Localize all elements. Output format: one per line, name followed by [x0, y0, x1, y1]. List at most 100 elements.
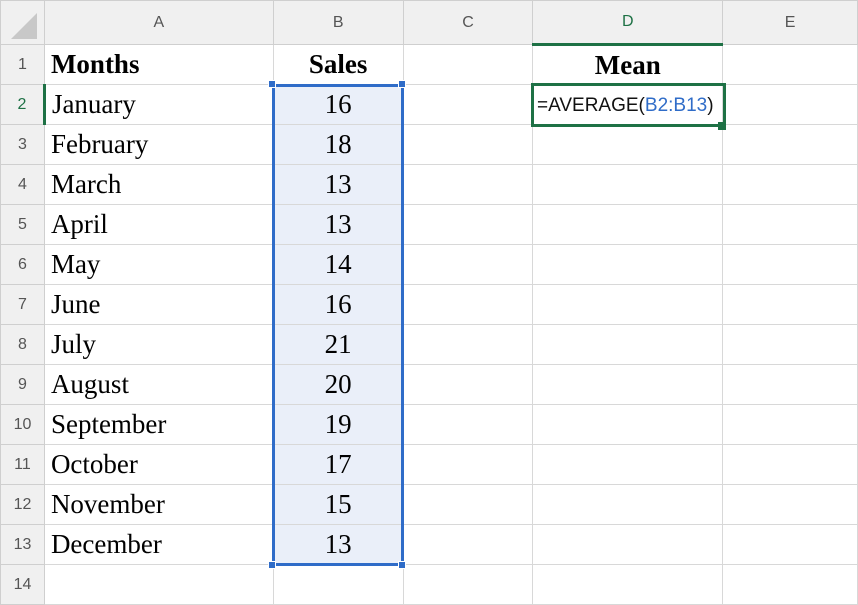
- cell-d-14[interactable]: [532, 564, 724, 605]
- cell-a-9[interactable]: August: [43, 364, 274, 405]
- cell-e-2[interactable]: [722, 84, 858, 125]
- row-header-11[interactable]: 11: [0, 444, 45, 485]
- cell-a-3[interactable]: February: [43, 124, 274, 165]
- cell-c-8[interactable]: [402, 324, 534, 365]
- selection-handle[interactable]: [268, 561, 276, 569]
- cell-c-14[interactable]: [402, 564, 534, 605]
- select-all-corner[interactable]: [0, 0, 45, 45]
- column-header-a[interactable]: A: [43, 0, 274, 45]
- cell-a-10[interactable]: September: [43, 404, 274, 445]
- row-header-2[interactable]: 2: [0, 84, 46, 125]
- row-header-10[interactable]: 10: [0, 404, 45, 445]
- cell-b-2[interactable]: 16: [272, 84, 404, 125]
- cell-c-12[interactable]: [402, 484, 534, 525]
- cell-b-6[interactable]: 14: [272, 244, 404, 285]
- cell-e-10[interactable]: [722, 404, 858, 445]
- cell-d-13[interactable]: [532, 524, 724, 565]
- cell-c-11[interactable]: [402, 444, 534, 485]
- selection-handle[interactable]: [398, 80, 406, 88]
- cell-c-2[interactable]: [402, 84, 534, 125]
- cell-e-7[interactable]: [722, 284, 858, 325]
- cell-b-14[interactable]: [272, 564, 404, 605]
- row-header-7[interactable]: 7: [0, 284, 45, 325]
- cell-a-1[interactable]: Months: [43, 44, 274, 85]
- row-header-13[interactable]: 13: [0, 524, 45, 565]
- cell-c-9[interactable]: [402, 364, 534, 405]
- cell-a-7[interactable]: June: [43, 284, 274, 325]
- row-1: 1 Months Sales Mean: [0, 44, 858, 85]
- fill-handle[interactable]: [718, 122, 726, 130]
- cell-a-12[interactable]: November: [43, 484, 274, 525]
- cell-a-14[interactable]: [43, 564, 274, 605]
- cell-c-1[interactable]: [402, 44, 534, 85]
- cell-e-9[interactable]: [722, 364, 858, 405]
- row-header-6[interactable]: 6: [0, 244, 45, 285]
- cell-e-4[interactable]: [722, 164, 858, 205]
- cell-b-13[interactable]: 13: [272, 524, 404, 565]
- cell-e-11[interactable]: [722, 444, 858, 485]
- cell-b-7[interactable]: 16: [272, 284, 404, 325]
- cell-a-4[interactable]: March: [43, 164, 274, 205]
- cell-e-6[interactable]: [722, 244, 858, 285]
- row-3: 3 February 18: [0, 124, 858, 165]
- row-header-9[interactable]: 9: [0, 364, 45, 405]
- cell-a-2[interactable]: January: [43, 84, 274, 125]
- cell-e-1[interactable]: [722, 44, 858, 85]
- cell-b-8[interactable]: 21: [272, 324, 404, 365]
- column-header-e[interactable]: E: [722, 0, 858, 45]
- cell-d-1[interactable]: Mean: [532, 44, 724, 85]
- row-8: 8 July 21: [0, 324, 858, 365]
- cell-e-3[interactable]: [722, 124, 858, 165]
- cell-d-6[interactable]: [532, 244, 724, 285]
- row-header-14[interactable]: 14: [0, 564, 45, 605]
- cell-b-1[interactable]: Sales: [272, 44, 404, 85]
- cell-c-3[interactable]: [402, 124, 534, 165]
- cell-c-4[interactable]: [402, 164, 534, 205]
- cell-c-13[interactable]: [402, 524, 534, 565]
- row-12: 12 November 15: [0, 484, 858, 525]
- cell-d-12[interactable]: [532, 484, 724, 525]
- cell-e-5[interactable]: [722, 204, 858, 245]
- column-header-c[interactable]: C: [402, 0, 534, 45]
- selection-handle[interactable]: [268, 80, 276, 88]
- cell-b-5[interactable]: 13: [272, 204, 404, 245]
- cell-a-8[interactable]: July: [43, 324, 274, 365]
- cell-b-10[interactable]: 19: [272, 404, 404, 445]
- row-header-4[interactable]: 4: [0, 164, 45, 205]
- cell-a-11[interactable]: October: [43, 444, 274, 485]
- row-header-5[interactable]: 5: [0, 204, 45, 245]
- cell-c-10[interactable]: [402, 404, 534, 445]
- cell-c-6[interactable]: [402, 244, 534, 285]
- row-header-1[interactable]: 1: [0, 44, 45, 85]
- row-header-12[interactable]: 12: [0, 484, 45, 525]
- cell-c-7[interactable]: [402, 284, 534, 325]
- column-header-d[interactable]: D: [532, 0, 724, 46]
- cell-d-8[interactable]: [532, 324, 724, 365]
- cell-e-12[interactable]: [722, 484, 858, 525]
- cell-a-6[interactable]: May: [43, 244, 274, 285]
- cell-b-12[interactable]: 15: [272, 484, 404, 525]
- cell-b-11[interactable]: 17: [272, 444, 404, 485]
- cell-d-4[interactable]: [532, 164, 724, 205]
- row-header-8[interactable]: 8: [0, 324, 45, 365]
- selection-handle[interactable]: [398, 561, 406, 569]
- cell-b-4[interactable]: 13: [272, 164, 404, 205]
- cell-d-2[interactable]: [532, 84, 724, 125]
- cell-d-11[interactable]: [532, 444, 724, 485]
- cell-e-13[interactable]: [722, 524, 858, 565]
- cell-e-14[interactable]: [722, 564, 858, 605]
- cell-d-10[interactable]: [532, 404, 724, 445]
- cell-d-7[interactable]: [532, 284, 724, 325]
- cell-a-13[interactable]: December: [43, 524, 274, 565]
- cell-b-3[interactable]: 18: [272, 124, 404, 165]
- cell-d-5[interactable]: [532, 204, 724, 245]
- row-header-3[interactable]: 3: [0, 124, 45, 165]
- cell-d-3[interactable]: [532, 124, 724, 165]
- column-header-b[interactable]: B: [272, 0, 404, 45]
- cell-a-5[interactable]: April: [43, 204, 274, 245]
- cell-b-9[interactable]: 20: [272, 364, 404, 405]
- cell-d-9[interactable]: [532, 364, 724, 405]
- cell-c-5[interactable]: [402, 204, 534, 245]
- cell-e-8[interactable]: [722, 324, 858, 365]
- row-11: 11 October 17: [0, 444, 858, 485]
